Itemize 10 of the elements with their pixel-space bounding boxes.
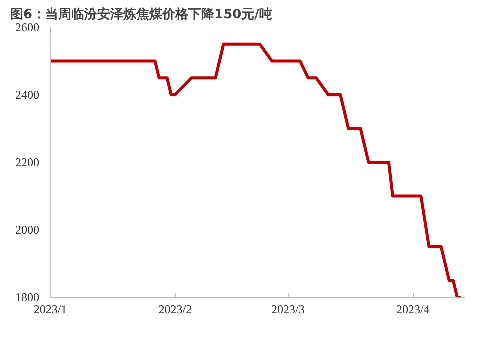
y-tick-label: 2000 [16,223,40,237]
y-tick-label: 2200 [16,156,40,170]
x-tick-label: 2023/2 [158,302,192,316]
y-tick-label: 1800 [16,290,40,304]
y-tick-label: 2600 [16,20,40,34]
x-tick-label: 2023/4 [396,302,430,316]
x-tick-label: 2023/3 [272,302,305,316]
y-tick-label: 2400 [16,88,40,102]
x-tick-label: 2023/1 [34,302,68,316]
chart-title: 图6：当周临汾安泽炼焦煤价格下降150元/吨 [10,6,272,22]
